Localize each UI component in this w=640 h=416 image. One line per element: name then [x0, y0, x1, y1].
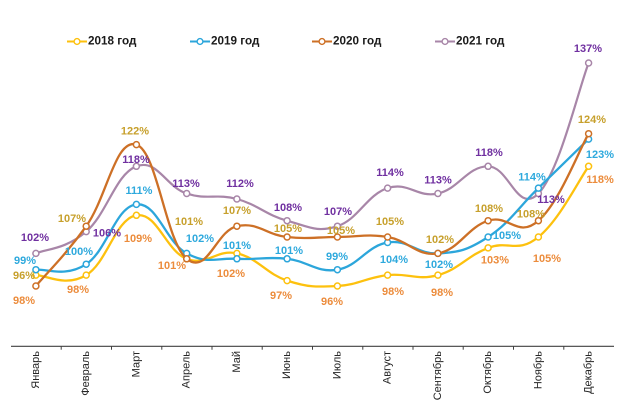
svg-text:106%: 106% [93, 228, 121, 240]
svg-text:101%: 101% [158, 260, 186, 272]
svg-text:Февраль: Февраль [80, 351, 92, 396]
svg-text:100%: 100% [65, 246, 93, 258]
svg-text:113%: 113% [424, 175, 452, 187]
svg-text:98%: 98% [382, 286, 404, 298]
svg-text:124%: 124% [578, 114, 606, 126]
svg-text:123%: 123% [586, 149, 614, 161]
svg-text:108%: 108% [475, 203, 503, 215]
svg-text:107%: 107% [223, 205, 251, 217]
svg-text:102%: 102% [21, 232, 49, 244]
svg-text:Март: Март [130, 351, 142, 377]
svg-text:105%: 105% [493, 230, 521, 242]
svg-text:105%: 105% [274, 223, 302, 235]
svg-text:118%: 118% [475, 147, 503, 159]
svg-text:104%: 104% [380, 254, 408, 266]
svg-text:113%: 113% [537, 194, 565, 206]
svg-text:2019 год: 2019 год [211, 35, 260, 48]
svg-text:96%: 96% [321, 296, 343, 308]
svg-text:2020 год: 2020 год [333, 35, 382, 48]
svg-text:102%: 102% [426, 234, 454, 246]
svg-text:103%: 103% [481, 255, 509, 267]
svg-text:Сентябрь: Сентябрь [432, 351, 444, 401]
svg-text:Октябрь: Октябрь [482, 351, 494, 394]
svg-text:98%: 98% [431, 287, 453, 299]
svg-text:114%: 114% [518, 172, 546, 184]
svg-text:Июнь: Июнь [281, 351, 293, 379]
svg-text:2021 год: 2021 год [456, 35, 505, 48]
svg-text:Декабрь: Декабрь [583, 351, 595, 394]
svg-text:102%: 102% [186, 233, 214, 245]
svg-text:Август: Август [382, 351, 394, 384]
svg-text:112%: 112% [226, 178, 254, 190]
svg-text:Апрель: Апрель [181, 351, 193, 389]
svg-text:114%: 114% [376, 167, 404, 179]
svg-text:101%: 101% [275, 245, 303, 257]
svg-text:97%: 97% [270, 290, 292, 302]
svg-text:98%: 98% [13, 295, 35, 307]
svg-text:118%: 118% [122, 154, 150, 166]
svg-text:113%: 113% [172, 178, 200, 190]
svg-text:122%: 122% [121, 126, 149, 138]
svg-text:102%: 102% [425, 259, 453, 271]
svg-text:98%: 98% [67, 284, 89, 296]
svg-text:2018 год: 2018 год [88, 35, 137, 48]
svg-text:105%: 105% [533, 253, 561, 265]
svg-text:101%: 101% [175, 216, 203, 228]
svg-text:107%: 107% [58, 213, 86, 225]
svg-text:109%: 109% [124, 233, 152, 245]
svg-text:101%: 101% [223, 240, 251, 252]
svg-text:99%: 99% [326, 251, 348, 263]
svg-text:137%: 137% [574, 43, 602, 55]
svg-text:118%: 118% [586, 174, 614, 186]
svg-text:102%: 102% [217, 268, 245, 280]
svg-text:111%: 111% [126, 185, 153, 197]
svg-text:105%: 105% [327, 225, 355, 237]
svg-text:Июль: Июль [331, 351, 343, 379]
svg-text:Январь: Январь [30, 351, 42, 389]
svg-text:108%: 108% [517, 209, 545, 221]
svg-text:99%: 99% [14, 255, 36, 267]
svg-text:108%: 108% [274, 202, 302, 214]
svg-text:Ноябрь: Ноябрь [532, 351, 544, 389]
svg-text:96%: 96% [13, 270, 35, 282]
svg-text:105%: 105% [376, 216, 404, 228]
svg-text:Май: Май [231, 351, 243, 373]
svg-text:107%: 107% [324, 206, 352, 218]
